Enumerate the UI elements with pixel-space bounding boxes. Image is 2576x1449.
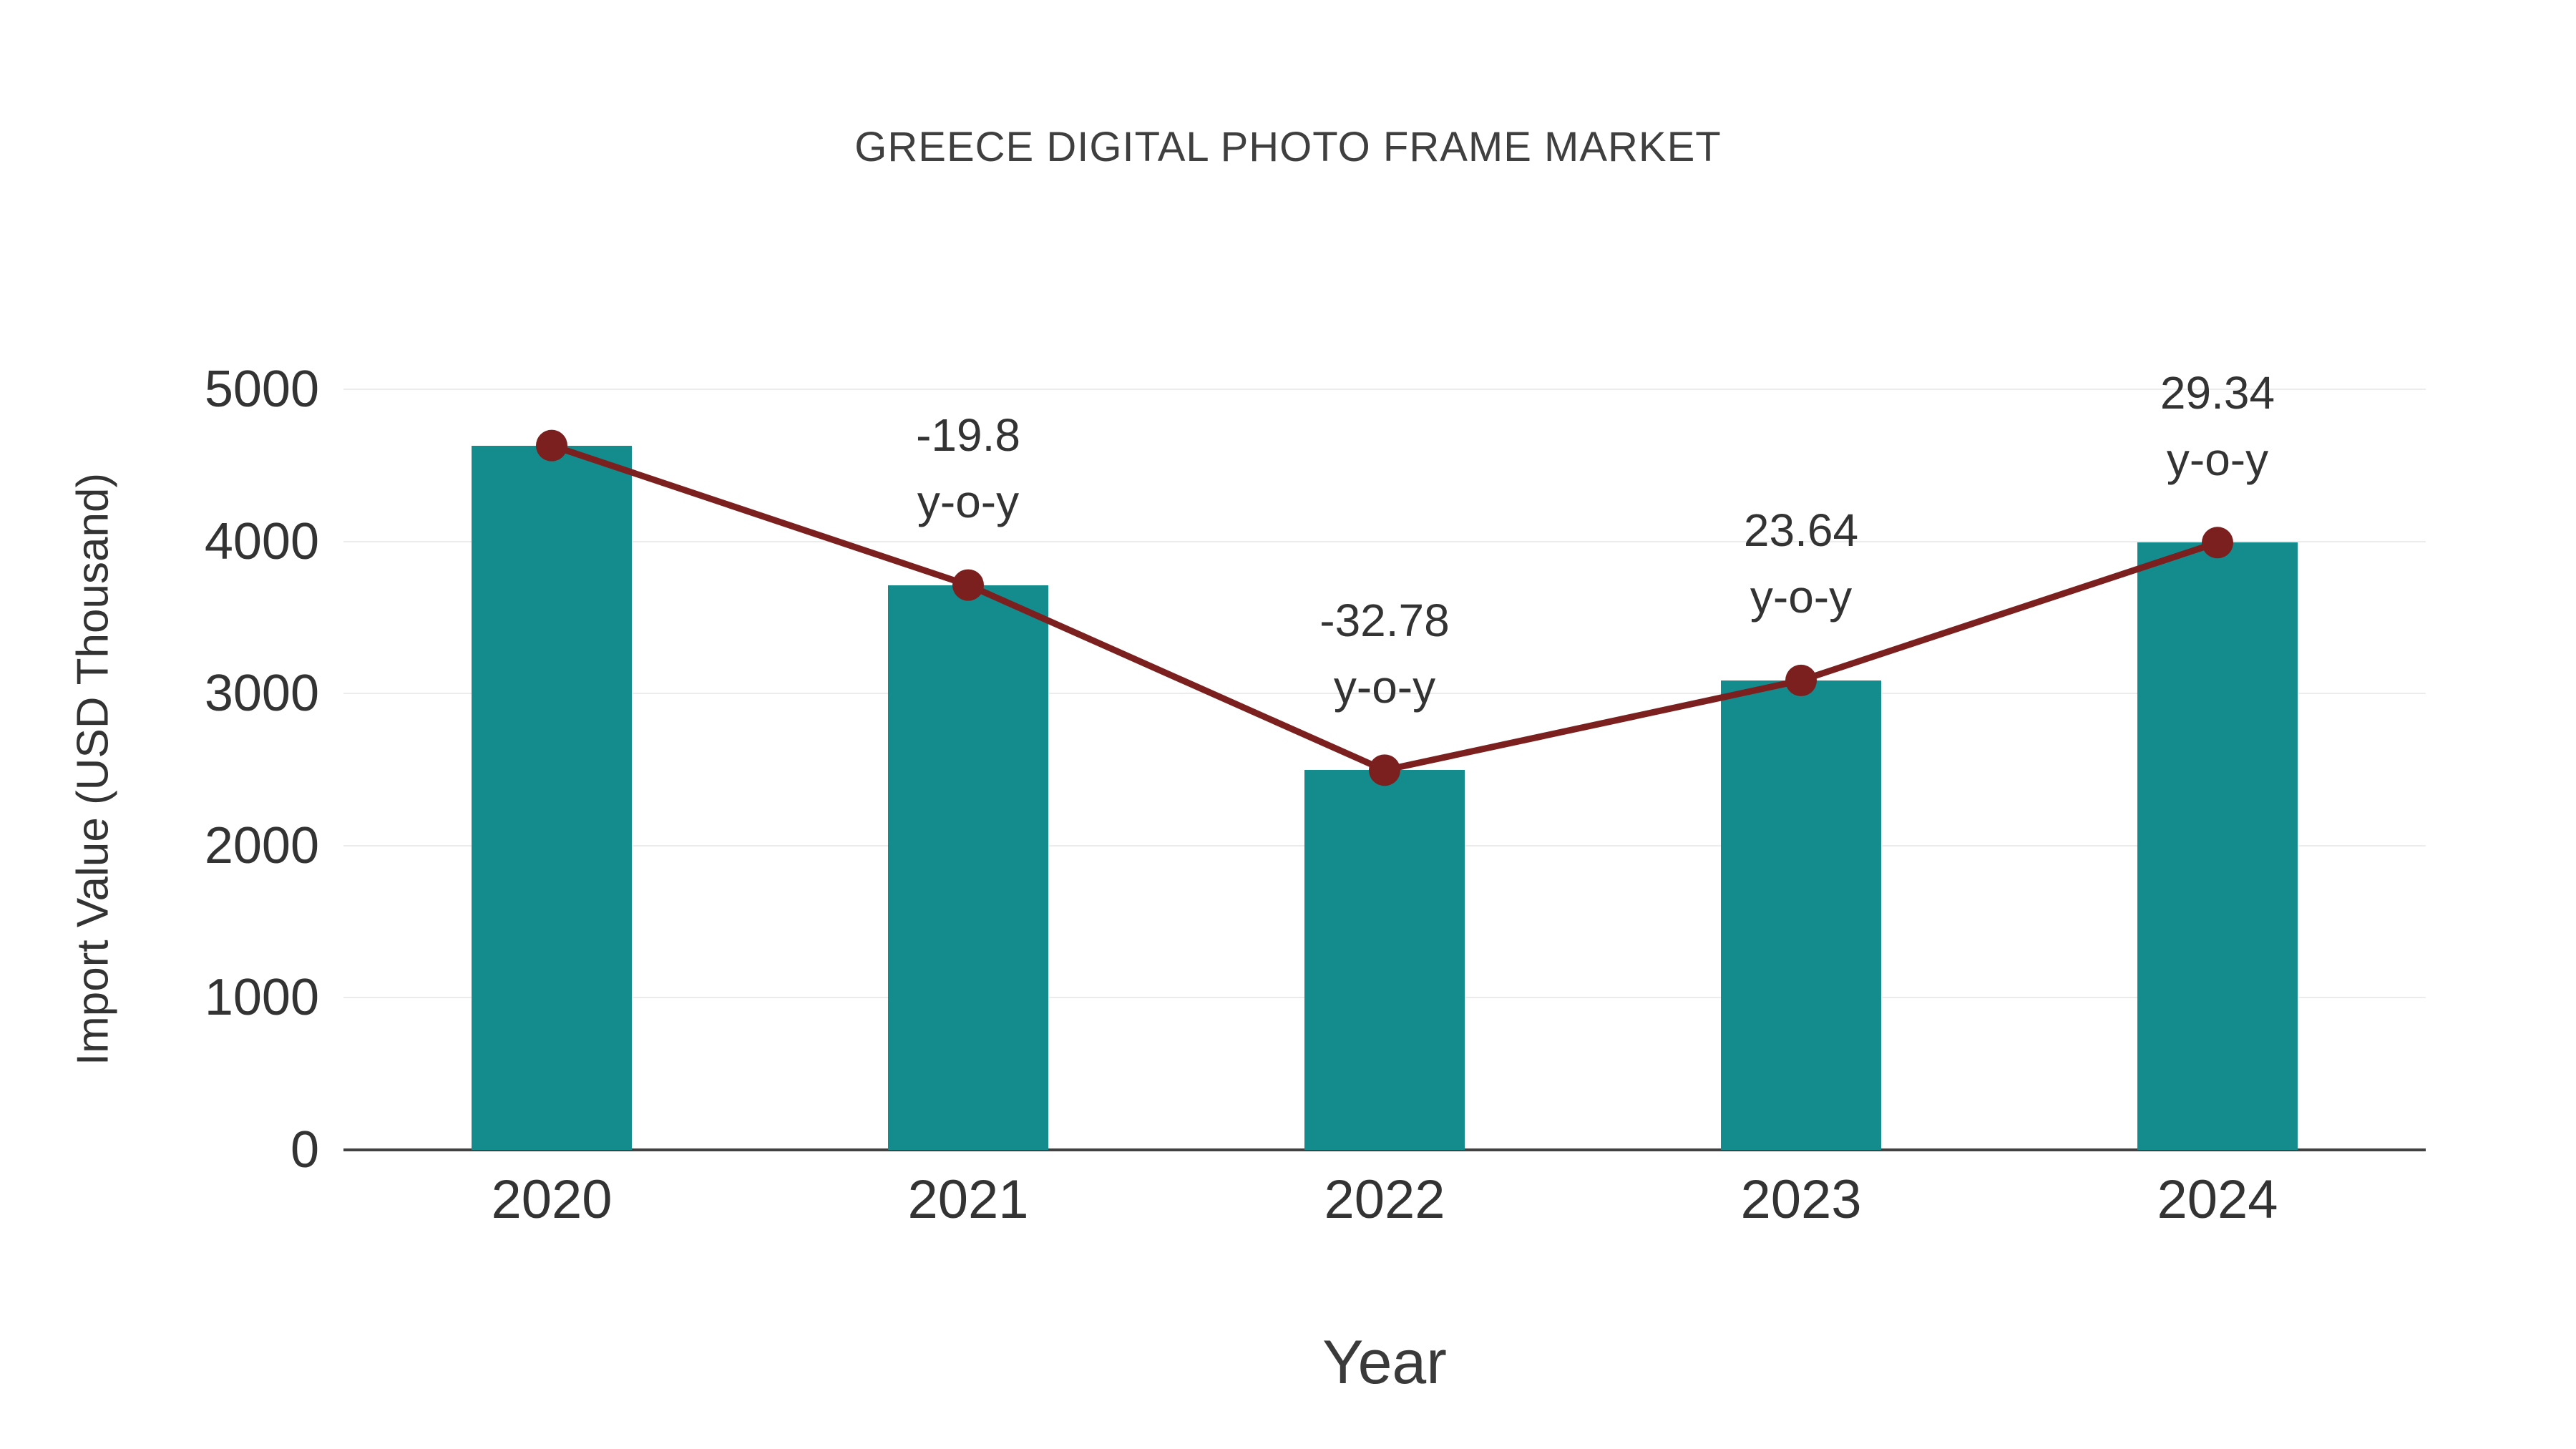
x-tick-label: 2020 <box>491 1169 613 1230</box>
plot-area: 0 1000 2000 3000 4000 5000 2020 2021 2022 2023 202… <box>205 364 2426 1230</box>
bar-2020 <box>471 445 633 1150</box>
gridline <box>343 540 2426 542</box>
bar-2021 <box>887 585 1049 1150</box>
bar-2023 <box>1720 680 1882 1150</box>
x-tick-label: 2022 <box>1324 1169 1445 1230</box>
annotation-2024: 29.34 y-o-y <box>2160 360 2275 493</box>
y-tick-label: 2000 <box>204 816 319 874</box>
bar-2024 <box>2137 542 2298 1150</box>
x-tick-label: 2021 <box>907 1169 1029 1230</box>
x-tick-label: 2023 <box>1740 1169 1862 1230</box>
y-tick-label: 5000 <box>204 361 319 418</box>
data-point-marker <box>1369 754 1400 786</box>
annotation-2021: -19.8 y-o-y <box>916 402 1020 535</box>
y-tick-label: 3000 <box>204 665 319 723</box>
data-point-marker <box>2202 527 2233 559</box>
trend-line-layer <box>536 429 2233 786</box>
annotation-line: 29.34 <box>2160 366 2275 419</box>
x-axis-title: Year <box>1322 1328 1447 1397</box>
annotation-line: 23.64 <box>1743 504 1859 557</box>
annotation-line: y-o-y <box>2166 433 2269 485</box>
annotation-line: -19.8 <box>916 409 1020 462</box>
chart-title: GREECE DIGITAL PHOTO FRAME MARKET <box>854 124 1722 170</box>
annotation-line: y-o-y <box>1750 571 1853 623</box>
annotation-2023: 23.64 y-o-y <box>1744 497 1858 630</box>
y-axis-title: Import Value (USD Thousand) <box>68 472 118 1066</box>
annotation-2022: -32.78 y-o-y <box>1319 587 1449 721</box>
gridline <box>343 693 2426 695</box>
annotation-line: -32.78 <box>1319 594 1450 646</box>
bar-2022 <box>1304 770 1465 1150</box>
annotation-line: y-o-y <box>917 475 1020 527</box>
x-axis-line <box>343 1148 2426 1151</box>
gridline <box>343 389 2426 390</box>
y-tick-label: 4000 <box>204 512 319 570</box>
data-point-marker <box>952 569 984 601</box>
x-tick-label: 2024 <box>2157 1169 2278 1230</box>
y-tick-label: 0 <box>290 1121 319 1179</box>
y-tick-label: 1000 <box>204 969 319 1027</box>
annotation-line: y-o-y <box>1333 660 1436 713</box>
data-point-marker <box>1785 664 1817 696</box>
data-point-marker <box>536 429 567 462</box>
